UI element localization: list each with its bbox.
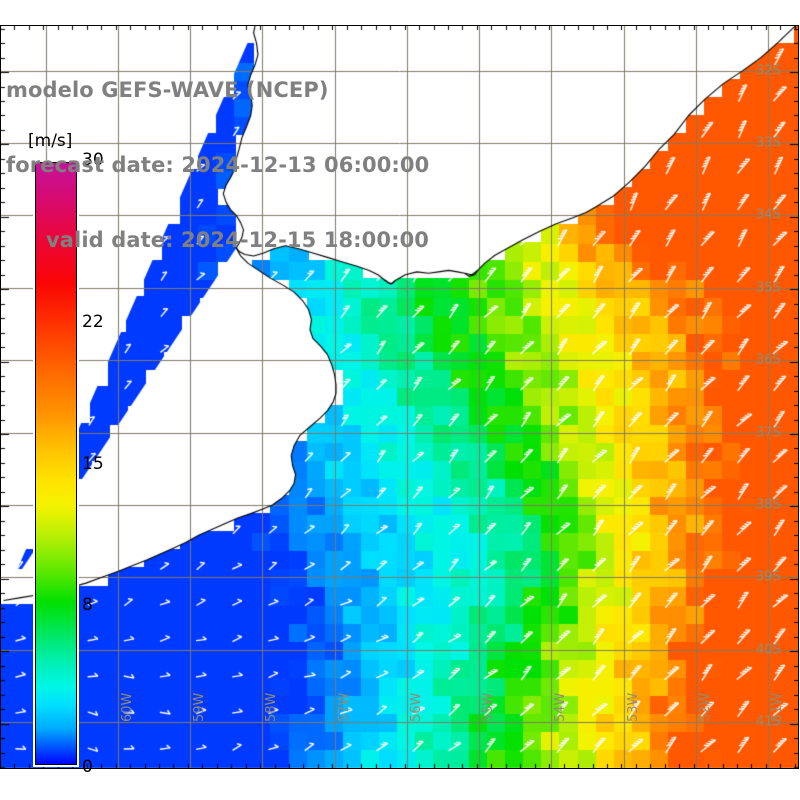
lat-label-33S: 33S (756, 135, 781, 151)
lat-label-37S: 37S (756, 425, 781, 441)
title-valid-date-line: valid date: 2024-12-15 18:00:00 (46, 228, 429, 252)
lon-label-59W: 59W (192, 692, 208, 722)
lat-label-39S: 39S (756, 569, 781, 585)
colorbar-tick-8: 8 (82, 595, 93, 616)
wind-speed-field-canvas (0, 25, 799, 769)
lon-label-54W: 54W (553, 692, 569, 722)
colorbar-tick-22: 22 (82, 311, 104, 332)
colorbar-tick-0: 0 (82, 757, 93, 777)
lon-label-56W: 56W (408, 692, 424, 722)
lon-label-51W: 51W (770, 692, 786, 722)
title-model-line: modelo GEFS-WAVE (NCEP) (6, 78, 329, 102)
colorbar-unit-label: [m/s] (28, 131, 73, 151)
colorbar[interactable] (33, 160, 79, 767)
colorbar-gradient (33, 160, 79, 767)
lon-label-60W: 60W (119, 692, 135, 722)
colorbar-tick-15: 15 (82, 453, 104, 474)
title-forecast-date-line: forecast date: 2024-12-13 06:00:00 (6, 153, 430, 177)
map-plot-area[interactable] (0, 25, 799, 769)
colorbar-tick-30: 30 (82, 150, 104, 170)
lat-label-35S: 35S (756, 280, 781, 296)
lon-label-53W: 53W (625, 692, 641, 722)
lat-label-36S: 36S (756, 352, 781, 368)
colorbar-outline (35, 162, 77, 765)
lon-label-55W: 55W (481, 692, 497, 722)
lon-label-52W: 52W (697, 692, 713, 722)
lat-label-41S: 41S (756, 714, 781, 730)
lon-label-57W: 57W (336, 692, 352, 722)
lat-label-38S: 38S (756, 497, 781, 513)
lat-label-40S: 40S (756, 642, 781, 658)
lat-label-34S: 34S (756, 207, 781, 223)
map-title-block: modelo GEFS-WAVE (NCEP) forecast date: 2… (0, 28, 520, 303)
lat-label-32S: 32S (756, 63, 781, 79)
lon-label-58W: 58W (264, 692, 280, 722)
